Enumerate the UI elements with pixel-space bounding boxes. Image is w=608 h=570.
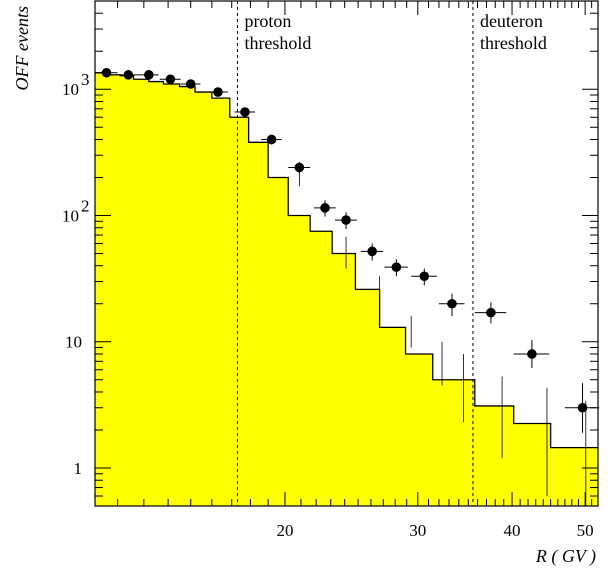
histogram-bar	[474, 405, 514, 506]
histogram-bar	[229, 117, 249, 507]
histogram-bar	[379, 327, 406, 506]
histogram-bar	[432, 379, 476, 506]
threshold-lines-group	[236, 1, 474, 506]
data-point	[447, 298, 457, 309]
y-tick-label: 10	[62, 80, 79, 99]
data-point	[577, 402, 588, 413]
threshold-annotation: threshold	[480, 33, 547, 53]
histogram-bar	[248, 142, 269, 506]
data-point	[266, 134, 277, 145]
x-tick-label: 40	[504, 521, 521, 540]
data-point	[240, 107, 250, 117]
x-tick-label: 50	[577, 521, 594, 540]
data-point	[367, 246, 377, 257]
threshold-annotation: proton	[244, 11, 291, 31]
mc-error-group	[298, 169, 587, 506]
y-axis-title: OFF events	[12, 6, 32, 90]
x-axis-title: R ( GV )	[535, 546, 596, 567]
y-tick-label-exponent: 3	[81, 70, 90, 89]
histogram-bar	[268, 177, 289, 506]
histogram-bar	[332, 253, 356, 506]
data-point	[419, 271, 430, 282]
y-tick-label: 1	[74, 459, 83, 478]
data-point	[294, 162, 305, 173]
data-points-group	[95, 67, 600, 433]
histogram-bar	[195, 92, 213, 506]
histogram-bar	[148, 81, 164, 507]
x-tick-label: 20	[276, 521, 293, 540]
histogram-bar	[550, 447, 599, 506]
data-point	[486, 307, 496, 318]
threshold-annotation: deuteron	[480, 11, 543, 31]
histogram-bar	[133, 79, 150, 507]
data-point	[165, 74, 176, 85]
data-point	[144, 70, 154, 80]
data-point	[341, 215, 351, 225]
data-point	[213, 87, 223, 97]
x-tick-label: 30	[409, 521, 426, 540]
histogram-bar	[211, 98, 231, 506]
histogram-bar	[405, 353, 434, 506]
data-point	[527, 349, 537, 359]
threshold-annotation: threshold	[244, 33, 311, 53]
histogram-bar	[288, 215, 311, 506]
histogram-bar	[355, 289, 380, 506]
histogram-bar	[106, 74, 121, 506]
histogram-bar	[513, 423, 551, 506]
histogram-bar	[95, 72, 107, 507]
histogram-bar	[120, 75, 134, 506]
ticks-group	[95, 0, 598, 506]
y-tick-label-exponent: 2	[81, 196, 90, 215]
data-point	[123, 70, 134, 80]
data-point	[391, 262, 402, 272]
histogram-bar	[179, 86, 196, 506]
histogram-fill-group	[95, 72, 599, 507]
data-point	[101, 67, 112, 78]
histogram-bar	[310, 231, 333, 506]
data-point	[320, 203, 330, 213]
y-tick-label: 10	[62, 206, 79, 225]
y-tick-label: 10	[65, 333, 82, 352]
data-point	[185, 79, 196, 89]
histogram-bar	[163, 84, 180, 506]
